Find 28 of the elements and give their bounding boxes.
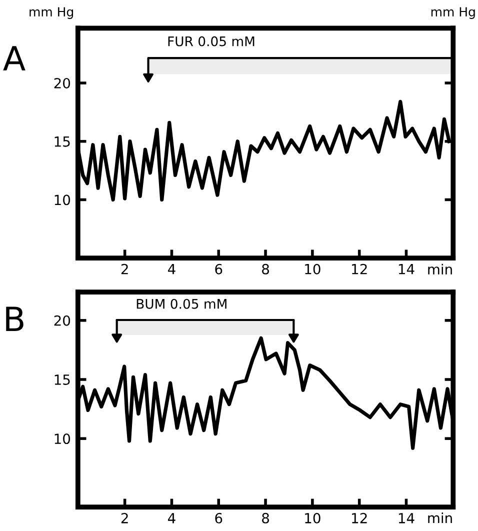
x-tick-label: 6 bbox=[215, 264, 222, 274]
y-axis-title: mm Hg bbox=[30, 7, 74, 19]
chart-title: B bbox=[6, 306, 24, 332]
y-tick-label: 20 bbox=[54, 78, 70, 88]
x-axis-title: min bbox=[428, 512, 452, 524]
y2-axis-title: mm Hg bbox=[431, 7, 475, 19]
x-tick-label: 14 bbox=[398, 513, 414, 524]
x-tick-label: 4 bbox=[168, 513, 176, 524]
band-label: FUR 0.05 mM bbox=[168, 36, 254, 46]
y-tick-label: 15 bbox=[54, 374, 70, 385]
chart-title: A bbox=[3, 46, 26, 70]
y-tick-label: 20 bbox=[54, 315, 70, 326]
x-tick-label: 8 bbox=[262, 264, 269, 274]
x-tick-label: 4 bbox=[168, 264, 176, 274]
y-tick-label: 10 bbox=[54, 434, 70, 444]
x-tick-label: 10 bbox=[305, 512, 320, 524]
x-tick-label: 14 bbox=[398, 264, 414, 274]
x-tick-label: 2 bbox=[121, 512, 128, 524]
band-label: BUM 0.05 mM bbox=[136, 298, 226, 309]
y-tick-label: 10 bbox=[54, 194, 70, 206]
y-tick-label: 15 bbox=[54, 136, 70, 147]
x-tick-label: 6 bbox=[215, 512, 222, 524]
x-axis-title: min bbox=[428, 264, 452, 274]
x-tick-label: 10 bbox=[305, 264, 320, 274]
x-tick-label: 2 bbox=[121, 264, 128, 274]
x-tick-label: 8 bbox=[262, 512, 269, 524]
x-tick-label: 12 bbox=[352, 264, 367, 274]
x-tick-label: 12 bbox=[352, 512, 367, 524]
